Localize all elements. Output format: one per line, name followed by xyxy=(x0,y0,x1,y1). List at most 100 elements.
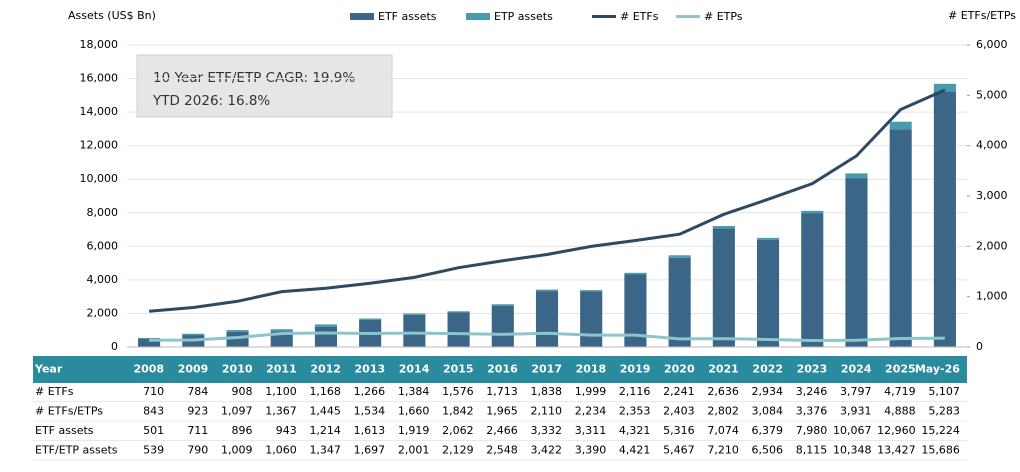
annotation: YTD 2026: 16.8% xyxy=(152,93,270,109)
table-cell: 3,376 xyxy=(796,405,828,418)
table-header-year: 2018 xyxy=(576,363,607,376)
bar xyxy=(889,129,912,347)
bar xyxy=(226,330,249,332)
table-cell: 710 xyxy=(143,385,164,398)
table-cell: 2,353 xyxy=(619,405,651,418)
table-cell: 2,934 xyxy=(752,385,784,398)
table-cell: 1,100 xyxy=(265,385,297,398)
table-cell: 7,074 xyxy=(707,424,739,437)
bar xyxy=(624,274,647,347)
table-cell: 1,999 xyxy=(575,385,607,398)
table-header-year: 2016 xyxy=(487,363,518,376)
y-tick-label: 8,000 xyxy=(87,206,119,219)
table-cell: 3,311 xyxy=(575,424,607,437)
table-cell: 15,224 xyxy=(921,424,960,437)
bar xyxy=(845,173,868,179)
table-cell: 6,506 xyxy=(752,444,784,457)
table-row-label: # ETFs/ETPs xyxy=(35,405,103,418)
y2-tick-label: 5,000 xyxy=(976,88,1008,101)
bar xyxy=(757,237,780,240)
table-cell: 3,084 xyxy=(752,405,784,418)
table-header-year: 2012 xyxy=(310,363,341,376)
table-cell: 2,241 xyxy=(663,385,695,398)
table-header-year: 2013 xyxy=(355,363,386,376)
table-cell: 2,403 xyxy=(663,405,695,418)
bar xyxy=(447,311,470,313)
table-cell: 15,686 xyxy=(921,444,960,457)
y2-tick-label: 2,000 xyxy=(976,239,1008,252)
y-tick-label: 18,000 xyxy=(80,38,119,51)
table-cell: 8,115 xyxy=(796,444,828,457)
table-cell: 1,384 xyxy=(398,385,430,398)
bar xyxy=(933,91,956,348)
table-row-label: ETF assets xyxy=(35,424,94,437)
table-cell: 1,842 xyxy=(442,405,474,418)
table-cell: 843 xyxy=(143,405,164,418)
y-tick-label: 14,000 xyxy=(80,105,119,118)
y-tick-label: 0 xyxy=(111,340,118,353)
bar xyxy=(226,331,249,347)
table-cell: 13,427 xyxy=(877,444,916,457)
y2-tick-label: 0 xyxy=(976,340,983,353)
table-cell: 1,266 xyxy=(354,385,386,398)
y2-tick-label: 3,000 xyxy=(976,189,1008,202)
table-header-year: May-26 xyxy=(915,363,960,376)
table-cell: 3,246 xyxy=(796,385,828,398)
table-cell: 501 xyxy=(143,424,164,437)
legend-label: # ETFs xyxy=(620,10,659,23)
bar xyxy=(535,289,559,292)
y-tick-label: 12,000 xyxy=(80,139,119,152)
table-header-year: 2023 xyxy=(797,363,828,376)
table-cell: 2,466 xyxy=(486,424,518,437)
table-cell: 2,548 xyxy=(486,444,518,457)
table-cell: 943 xyxy=(276,424,297,437)
table-cell: 2,802 xyxy=(707,405,739,418)
table-cell: 7,210 xyxy=(707,444,739,457)
table-header-year: 2010 xyxy=(222,363,253,376)
table-cell: 1,168 xyxy=(309,385,341,398)
bar xyxy=(801,210,824,214)
table-cell: 2,062 xyxy=(442,424,474,437)
legend-label: ETF assets xyxy=(378,10,437,23)
legend-label: ETP assets xyxy=(494,10,553,23)
bar xyxy=(757,239,780,347)
table-cell: 1,697 xyxy=(354,444,386,457)
bar xyxy=(933,83,956,92)
table-cell: 1,009 xyxy=(221,444,253,457)
bar xyxy=(535,291,559,347)
y-tick-label: 10,000 xyxy=(80,172,119,185)
table-cell: 539 xyxy=(143,444,164,457)
table-header-year: 2017 xyxy=(531,363,562,376)
table-cell: 3,797 xyxy=(840,385,872,398)
table-cell: 12,960 xyxy=(877,424,916,437)
table-row-label: # ETFs xyxy=(35,385,74,398)
table-cell: 4,719 xyxy=(884,385,916,398)
table-cell: 4,321 xyxy=(619,424,651,437)
bar xyxy=(712,226,735,229)
table-cell: 1,445 xyxy=(309,405,341,418)
table-header-bg xyxy=(33,356,967,383)
bar xyxy=(668,255,691,258)
bar xyxy=(712,228,735,347)
bar xyxy=(580,291,603,347)
table-cell: 6,379 xyxy=(752,424,784,437)
y-tick-label: 4,000 xyxy=(87,273,119,286)
legend-label: # ETPs xyxy=(704,10,743,23)
table-cell: 908 xyxy=(232,385,253,398)
table-cell: 2,001 xyxy=(398,444,430,457)
table-cell: 7,980 xyxy=(796,424,828,437)
line xyxy=(148,88,946,313)
table-header-year: 2009 xyxy=(178,363,209,376)
table-header-label: Year xyxy=(34,363,63,376)
table-cell: 1,965 xyxy=(486,405,518,418)
line xyxy=(149,331,945,342)
table-cell: 3,422 xyxy=(531,444,563,457)
table-header-year: 2008 xyxy=(133,363,164,376)
table-row-label: ETF/ETP assets xyxy=(35,444,118,457)
table-header-year: 2021 xyxy=(708,363,739,376)
bar xyxy=(138,337,161,339)
bar xyxy=(889,121,912,130)
table-header-year: 2011 xyxy=(266,363,297,376)
y-tick-label: 2,000 xyxy=(87,306,119,319)
